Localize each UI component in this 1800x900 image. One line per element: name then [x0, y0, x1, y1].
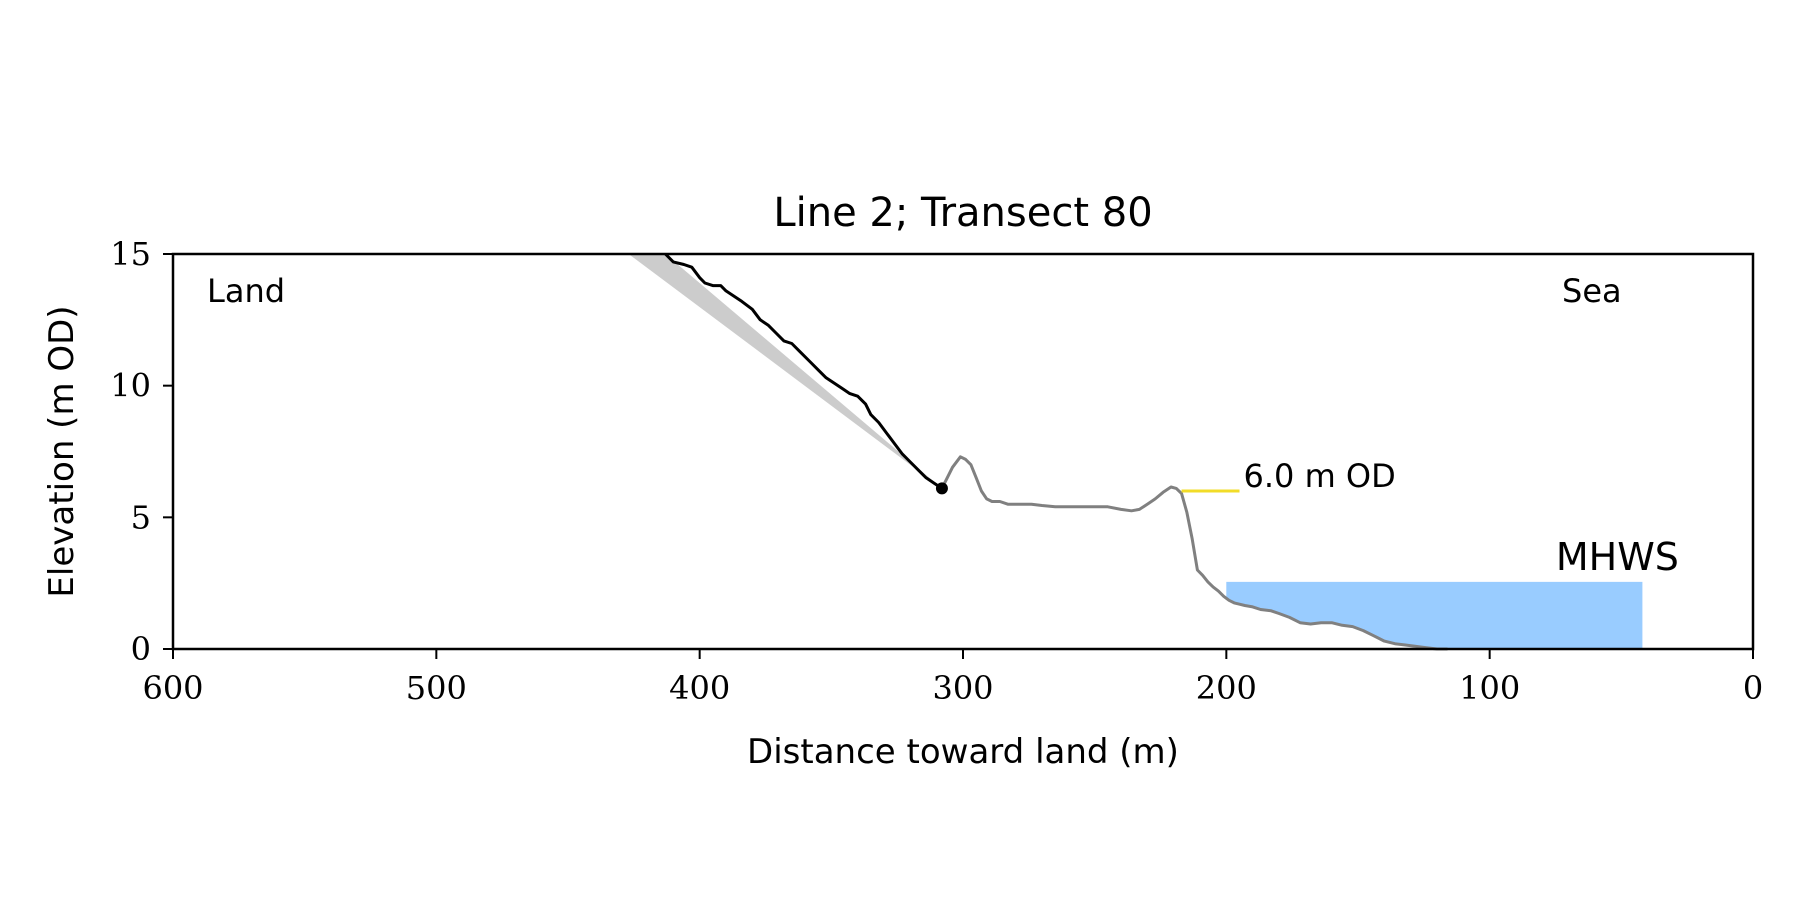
cliff-line — [664, 252, 943, 490]
sea-label: Sea — [1562, 272, 1622, 310]
x-tick-label: 100 — [1459, 669, 1520, 707]
mhws-water-area — [1226, 581, 1643, 649]
land-label: Land — [207, 272, 285, 310]
plot-layer — [628, 252, 1643, 651]
cliff-toe-point — [935, 482, 948, 495]
x-tick-label: 200 — [1196, 669, 1257, 707]
x-axis-label: Distance toward land (m) — [747, 732, 1179, 772]
y-tick-label: 10 — [110, 367, 151, 405]
x-tick-label: 0 — [1743, 669, 1763, 707]
ticks-layer: 600 500 400 300 200 100 0 0 5 10 15 — [110, 235, 1763, 707]
y-tick-label: 5 — [131, 498, 151, 536]
x-tick-label: 400 — [669, 669, 730, 707]
profile-line — [940, 455, 1448, 651]
od-level-label: 6.0 m OD — [1244, 457, 1396, 495]
y-tick-label: 0 — [131, 630, 151, 668]
cliff-wedge-area — [628, 254, 942, 489]
y-tick-label: 15 — [110, 235, 151, 273]
y-axis-label: Elevation (m OD) — [42, 305, 82, 597]
x-tick-label: 500 — [406, 669, 467, 707]
mhws-label: MHWS — [1556, 535, 1679, 579]
chart-title: Line 2; Transect 80 — [773, 190, 1152, 236]
x-tick-label: 600 — [142, 669, 203, 707]
x-tick-label: 300 — [932, 669, 993, 707]
